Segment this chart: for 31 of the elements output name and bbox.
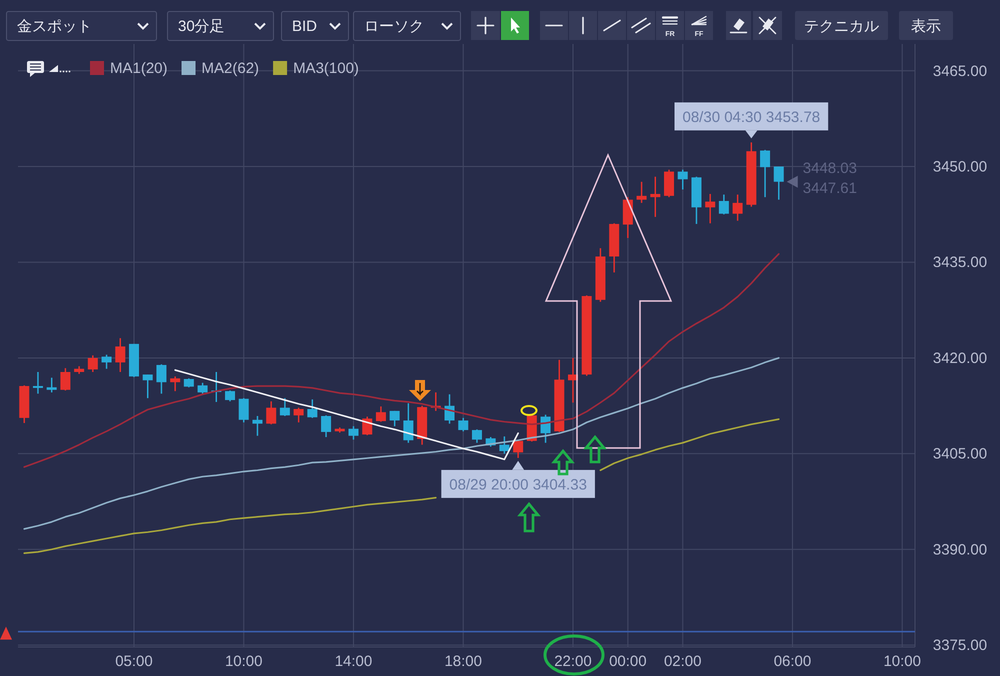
toolbar-dropdown: 金スポット <box>6 11 157 41</box>
x-tick-label: 10:00 <box>224 653 263 670</box>
price-tag: 3447.61 <box>802 180 857 197</box>
x-tick-label: 22:00 <box>554 653 592 670</box>
y-tick-label: 3375.00 <box>932 637 988 654</box>
y-tick-label: 3450.00 <box>932 158 988 176</box>
toolbar-dropdown: 30分足 <box>167 11 274 41</box>
y-tick-label: 3420.00 <box>932 350 988 367</box>
toolbar-dropdown: ローソク <box>353 11 461 41</box>
toolbar-button: テクニカル <box>795 11 888 40</box>
tooltip: 08/29 20:00 3404.33 <box>441 460 595 498</box>
x-tick-label: 10:00 <box>883 653 922 670</box>
y-tick-label: 3390.00 <box>932 541 988 558</box>
toolbar-button: 表示 <box>899 11 953 40</box>
annotation: 08/29 20:00 3404.33 <box>449 476 587 494</box>
x-tick-label: 00:00 <box>609 653 647 670</box>
x-tick-label: 06:00 <box>774 653 812 670</box>
x-tick-label: 14:00 <box>334 653 372 670</box>
legend-label: MA2(62) <box>202 60 260 77</box>
tooltip: 08/30 04:30 3453.78 <box>674 102 828 138</box>
y-tick-label: 3435.00 <box>932 254 988 272</box>
annotation: 08/30 04:30 3453.78 <box>682 108 820 126</box>
y-tick-label: 3405.00 <box>932 446 988 463</box>
x-tick-label: 05:00 <box>115 653 153 670</box>
price-tag: 3448.03 <box>802 160 857 177</box>
x-tick-label: 02:00 <box>664 653 702 670</box>
x-tick-label: 18:00 <box>444 653 482 670</box>
legend-label: MA3(100) <box>293 60 359 77</box>
y-tick-label: 3465.00 <box>932 62 988 80</box>
legend-label: MA1(20) <box>110 60 168 77</box>
toolbar-dropdown: BID <box>281 11 349 41</box>
